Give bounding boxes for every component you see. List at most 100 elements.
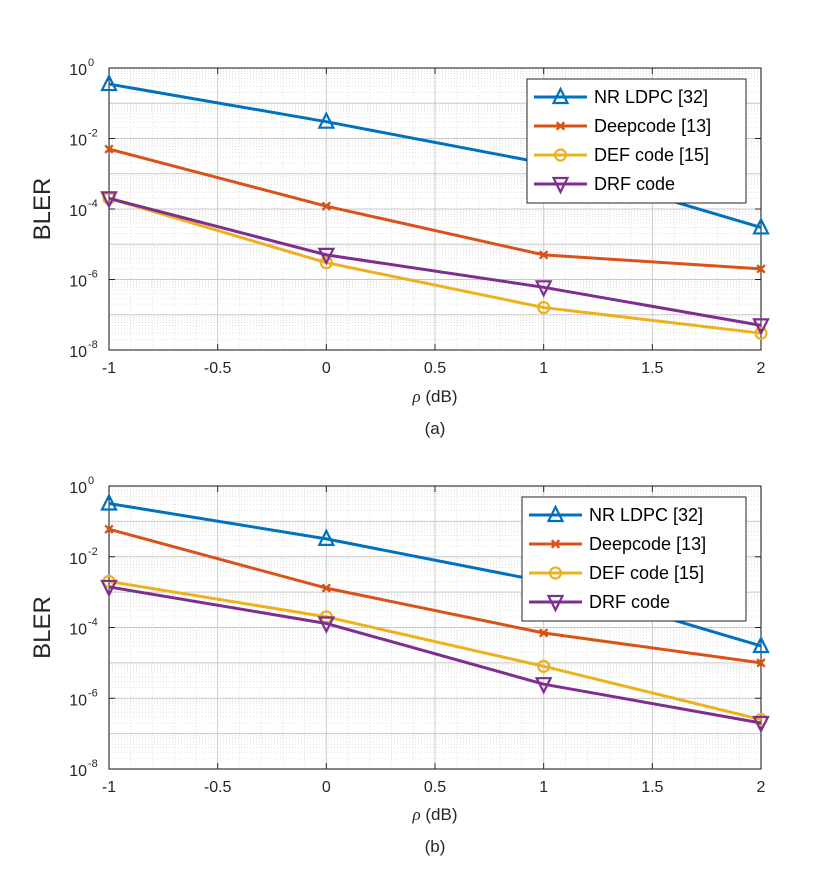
x-tick-label: -0.5 (204, 779, 232, 796)
y-tick-label: 10 (69, 62, 87, 79)
legend-marker (555, 121, 566, 131)
data-point (317, 111, 336, 129)
legend-marker (553, 148, 568, 162)
series-line (108, 196, 762, 327)
y-tick-label: 10 (69, 480, 87, 497)
data-point (752, 318, 770, 336)
x-axis-label: ρ (dB) (411, 387, 457, 406)
x-tick-label: 0.5 (424, 360, 446, 377)
series-line (108, 196, 762, 335)
series-line (108, 147, 762, 271)
x-tick-label: 0 (322, 779, 331, 796)
x-tick-label: -1 (102, 779, 116, 796)
data-point (100, 191, 118, 209)
x-tick-label: 0.5 (424, 779, 446, 796)
x-axis-symbol: ρ (411, 387, 420, 406)
y-axis-label: BLER (29, 178, 56, 241)
data-point (752, 715, 770, 734)
series-4 (100, 579, 770, 734)
y-axis-label: BLER (29, 596, 56, 659)
y-tick-label: 10 (69, 692, 87, 709)
data-point (756, 658, 766, 668)
y-tick-exponent: 0 (88, 475, 94, 487)
data-point (317, 247, 336, 266)
x-tick-label: 2 (757, 360, 766, 377)
y-tick-label: 10 (69, 203, 87, 220)
legend-marker (551, 86, 570, 105)
data-point (534, 280, 553, 298)
series-line (108, 585, 762, 725)
y-tick-label: 10 (69, 133, 87, 150)
data-point (754, 326, 768, 340)
x-tick-label: 1 (539, 779, 548, 796)
series-2 (104, 144, 766, 274)
data-point (539, 628, 549, 638)
x-tick-label: -1 (102, 360, 116, 377)
x-tick-label: 2 (757, 779, 766, 796)
data-point (756, 264, 766, 274)
data-point (537, 659, 551, 673)
chart-caption: (a) (425, 419, 446, 438)
data-point (319, 256, 333, 270)
data-point (534, 677, 553, 695)
data-point (100, 73, 118, 92)
data-point (104, 144, 114, 154)
legend-marker (548, 566, 563, 580)
series-4 (100, 191, 770, 336)
legend-label: DEF code [15] (589, 563, 704, 583)
y-tick-exponent: -6 (88, 269, 98, 281)
x-axis-unit: (dB) (421, 387, 458, 406)
legend-marker (550, 539, 561, 549)
series-line (108, 579, 762, 722)
legend-label: Deepcode [13] (594, 116, 711, 136)
x-tick-label: 1.5 (641, 360, 663, 377)
y-tick-label: 10 (69, 763, 87, 780)
chart-caption: (b) (425, 837, 446, 856)
legend: NR LDPC [32] Deepcode [13] DEF code [15] DR… (526, 78, 747, 204)
data-point (104, 524, 114, 534)
series-2 (104, 524, 766, 668)
legend-box (526, 78, 747, 204)
y-tick-exponent: -4 (88, 617, 98, 629)
y-tick-exponent: -4 (88, 198, 98, 210)
y-tick-exponent: -8 (88, 339, 98, 351)
legend: NR LDPC [32] Deepcode [13] DEF code [15] DR… (521, 496, 747, 622)
x-axis-unit: (dB) (421, 805, 458, 824)
y-tick-label: 10 (69, 344, 87, 361)
legend-marker (551, 176, 570, 195)
x-axis-symbol: ρ (411, 805, 420, 824)
x-tick-label: 0 (322, 360, 331, 377)
legend-label: Deepcode [13] (589, 534, 706, 554)
legend-marker (546, 504, 565, 523)
y-tick-exponent: -6 (88, 687, 98, 699)
data-point (752, 635, 770, 654)
chart-b: -1 -0.5 0 0.5 1 1.5 210-810-610-410-210 0BLERρ … (29, 475, 770, 856)
legend-label: DEF code [15] (594, 145, 709, 165)
data-point (317, 616, 336, 634)
series-line (108, 527, 762, 665)
x-tick-label: -0.5 (204, 360, 232, 377)
data-point (539, 250, 549, 260)
x-tick-label: 1.5 (641, 779, 663, 796)
legend-label: DRF code (594, 174, 675, 194)
data-point (100, 493, 118, 511)
legend-marker (546, 594, 565, 613)
y-tick-label: 10 (69, 274, 87, 291)
data-point (321, 201, 331, 211)
legend-label: DRF code (589, 592, 670, 612)
data-point (752, 216, 770, 235)
data-point (321, 583, 331, 593)
y-tick-exponent: -2 (88, 546, 98, 558)
y-tick-exponent: -2 (88, 128, 98, 140)
legend-label: NR LDPC [32] (594, 87, 708, 107)
data-point (317, 528, 336, 546)
chart-a: -1 -0.5 0 0.5 1 1.5 210-810-610-410-210 0BLERρ … (29, 57, 770, 438)
y-tick-exponent: 0 (88, 57, 94, 69)
data-point (100, 579, 118, 598)
x-axis-label: ρ (dB) (411, 805, 457, 824)
y-tick-label: 10 (69, 622, 87, 639)
y-tick-exponent: -8 (88, 758, 98, 770)
y-tick-label: 10 (69, 551, 87, 568)
legend-label: NR LDPC [32] (589, 505, 703, 525)
